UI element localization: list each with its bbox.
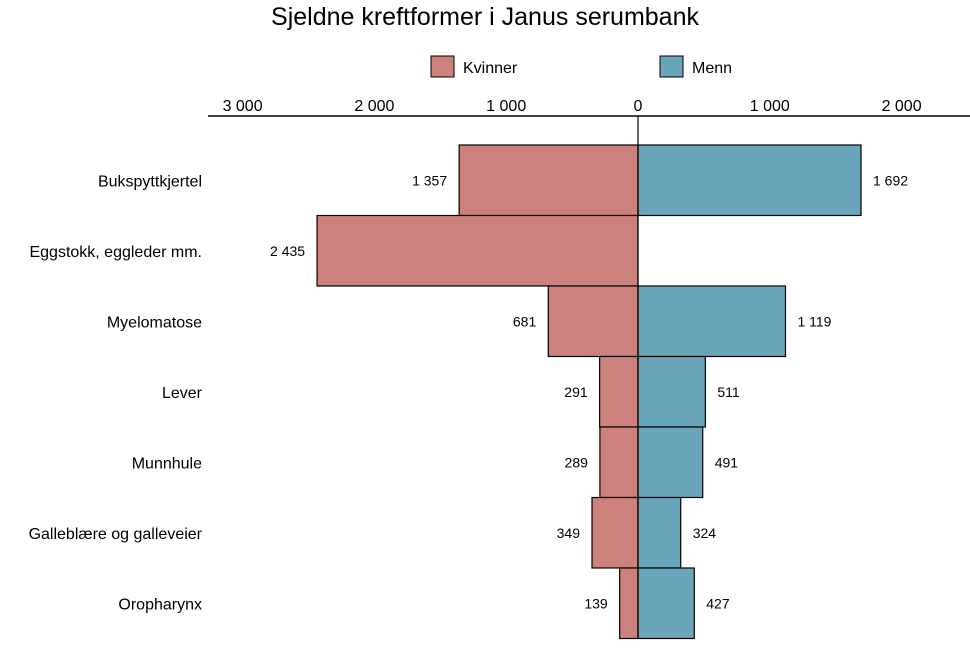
data-label-kvinner: 1 357 bbox=[412, 172, 447, 188]
category-label: Eggstokk, eggleder mm. bbox=[29, 244, 202, 261]
data-label-kvinner: 681 bbox=[513, 313, 537, 329]
data-label-kvinner: 289 bbox=[565, 454, 589, 470]
data-label-menn: 1 119 bbox=[797, 313, 831, 329]
data-label-menn: 491 bbox=[715, 454, 739, 470]
data-label-menn: 511 bbox=[717, 384, 740, 400]
bar-menn bbox=[637, 144, 862, 217]
bar-menn bbox=[637, 285, 787, 358]
legend-label-kvinner: Kvinner bbox=[463, 60, 518, 77]
x-tick-label: 3 000 bbox=[223, 98, 263, 115]
legend-swatch-menn bbox=[659, 55, 684, 78]
bar-kvinner bbox=[619, 567, 639, 640]
legend-label-menn: Menn bbox=[692, 60, 732, 77]
data-label-menn: 427 bbox=[706, 595, 730, 611]
data-label-kvinner: 349 bbox=[557, 525, 581, 541]
bar-kvinner bbox=[591, 496, 639, 569]
bar-menn bbox=[637, 496, 682, 569]
category-label: Munnhule bbox=[132, 455, 202, 472]
category-label: Lever bbox=[162, 385, 203, 402]
chart-title: Sjeldne kreftformer i Janus serumbank bbox=[271, 3, 699, 31]
bar-kvinner bbox=[547, 285, 639, 358]
x-tick-label: 1 000 bbox=[486, 98, 526, 115]
x-tick-label: 2 000 bbox=[882, 98, 922, 115]
x-tick-label: 0 bbox=[634, 98, 643, 115]
data-label-menn: 1 692 bbox=[873, 172, 908, 188]
bar-menn bbox=[637, 355, 706, 428]
bar-menn bbox=[637, 426, 704, 499]
bar-menn bbox=[637, 567, 695, 640]
data-label-kvinner: 139 bbox=[584, 595, 608, 611]
category-label: Myelomatose bbox=[107, 314, 202, 331]
category-label: Oropharynx bbox=[118, 596, 202, 613]
bar-kvinner bbox=[599, 426, 639, 499]
bar-kvinner bbox=[316, 214, 639, 287]
data-label-kvinner: 2 435 bbox=[270, 243, 305, 259]
data-label-kvinner: 291 bbox=[564, 384, 588, 400]
data-label-menn: 324 bbox=[693, 525, 717, 541]
category-label: Bukspyttkjertel bbox=[98, 173, 202, 190]
x-tick-label: 1 000 bbox=[750, 98, 790, 115]
bar-kvinner bbox=[599, 355, 639, 428]
legend-swatch-kvinner bbox=[430, 55, 455, 78]
bar-kvinner bbox=[458, 144, 639, 217]
category-label: Galleblære og galleveier bbox=[29, 526, 203, 543]
x-tick-label: 2 000 bbox=[354, 98, 394, 115]
